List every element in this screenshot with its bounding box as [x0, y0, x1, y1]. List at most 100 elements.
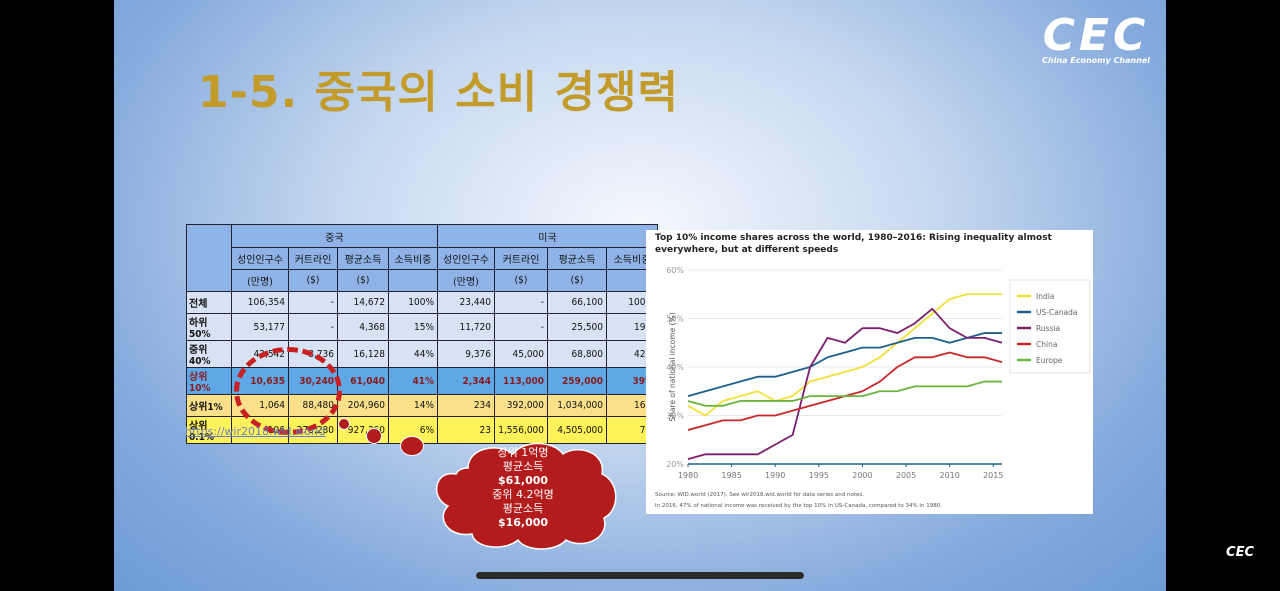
table-cell: 44% [388, 340, 438, 368]
table-cell: 2,344 [437, 367, 495, 395]
legend-label: China [1036, 340, 1057, 349]
x-tick-label: 1990 [765, 471, 785, 480]
x-tick-label: 2015 [983, 471, 1003, 480]
table-cell: 392,000 [494, 394, 548, 417]
table-row: 전체 106,354-14,672 100% 23,440-66,100 100% [186, 291, 658, 314]
table-cell: 45,000 [494, 340, 548, 368]
column-header: 성인인구수 [231, 247, 289, 270]
table-cell: 14% [388, 394, 438, 417]
group-header-china: 중국 [231, 224, 438, 248]
x-tick-label: 1980 [678, 471, 698, 480]
table-cell: 1,034,000 [547, 394, 607, 417]
series-line-us-canada [687, 332, 1002, 397]
highlight-circle [234, 347, 342, 435]
slide-title: 1-5. 중국의 소비 경쟁력 [198, 67, 680, 118]
table-cell: 53,177 [231, 313, 289, 341]
table-cell: 23 [437, 416, 495, 444]
y-tick-label: 40% [666, 363, 684, 372]
y-axis-label: Share of national income (%) [668, 312, 677, 421]
thought-bubble-dot [338, 418, 350, 430]
table-cell: 100% [388, 291, 438, 314]
y-tick-label: 60% [666, 266, 684, 275]
legend-label: Russia [1036, 324, 1060, 333]
callout-line: $16,000 [497, 516, 549, 529]
column-unit: ($) [494, 269, 548, 292]
table-cell: 106,354 [231, 291, 289, 314]
y-tick-label: 50% [666, 315, 684, 324]
row-label: 중위40% [186, 340, 232, 368]
series-line-europe [687, 380, 1002, 407]
table-cell: 4,505,000 [547, 416, 607, 444]
table-cell: - [288, 291, 338, 314]
logo-mark: CEC [1042, 10, 1150, 61]
row-label: 전체 [186, 291, 232, 314]
table-cell: 204,960 [337, 394, 389, 417]
table-cell: - [494, 313, 548, 341]
legend-label: US-Canada [1036, 308, 1078, 317]
column-header: 평균소득 [547, 247, 607, 270]
column-unit: (만명) [437, 269, 495, 292]
legend-label: Europe [1036, 356, 1063, 365]
thought-bubble-dot [366, 428, 382, 444]
column-header: 소득비중 [388, 247, 438, 270]
x-tick-label: 2005 [896, 471, 916, 480]
table-cell: 41% [388, 367, 438, 395]
row-label: 상위0.1% [186, 416, 232, 444]
table-cell: 23,440 [437, 291, 495, 314]
column-header: 성인인구수 [437, 247, 495, 270]
table-cell: 16,128 [337, 340, 389, 368]
table-cell: 259,000 [547, 367, 607, 395]
income-table: 중국 미국 성인인구수 커트라인 평균소득 소득비중 성인인구수 커트라인 평균소득 소득비중… [186, 224, 658, 444]
y-tick-label: 30% [666, 412, 684, 421]
row-label: 하위50% [186, 313, 232, 341]
callout-line: 평균소득 [502, 502, 544, 515]
column-unit [388, 269, 438, 292]
row-label: 상위10% [186, 367, 232, 395]
chart-note: In 2016, 47% of national income was rece… [655, 503, 942, 509]
column-unit: ($) [288, 269, 338, 292]
x-tick-label: 2010 [939, 471, 959, 480]
callout-cloud [435, 442, 617, 550]
y-tick-label: 20% [666, 460, 684, 469]
series-line-china [687, 351, 1003, 431]
thought-bubble-dot [400, 436, 424, 456]
cec-watermark: CEC [1226, 545, 1254, 560]
chart-title: Top 10% income shares across the world, … [655, 233, 1052, 255]
table-cell: 68,800 [547, 340, 607, 368]
wid-link[interactable]: https://wir2018.wid.world [185, 425, 326, 438]
column-unit: ($) [337, 269, 389, 292]
row-label: 상위1% [186, 394, 232, 417]
logo-subtitle: China Economy Channel [1042, 56, 1150, 65]
column-unit [606, 269, 658, 292]
table-cell: 25,500 [547, 313, 607, 341]
slide: 1-5. 중국의 소비 경쟁력 CEC China Economy Channe… [114, 0, 1166, 591]
callout-line: $61,000 [497, 474, 549, 487]
callout-line: 상위 1억명 [497, 446, 549, 459]
legend-label: India [1036, 292, 1054, 301]
x-tick-label: 1995 [809, 471, 829, 480]
column-unit: ($) [547, 269, 607, 292]
table-cell: 15% [388, 313, 438, 341]
x-tick-label: 2000 [852, 471, 872, 480]
column-unit: (만명) [231, 269, 289, 292]
table-cell: 9,376 [437, 340, 495, 368]
table-row: 상위0.1% 106 273,280 927,360 6% 23 1,556,000 4,50… [186, 416, 658, 444]
table-cell: - [288, 313, 338, 341]
table-row: 하위50% 53,177-4,368 15% 11,720-25,500 19% [186, 313, 658, 341]
table-cell: 14,672 [337, 291, 389, 314]
column-header: 커트라인 [494, 247, 548, 270]
column-header: 평균소득 [337, 247, 389, 270]
series-line-india [687, 293, 1002, 417]
table-corner [186, 224, 232, 292]
home-indicator[interactable] [476, 572, 804, 579]
table-cell: 4,368 [337, 313, 389, 341]
column-header: 커트라인 [288, 247, 338, 270]
callout-line: 중위 4.2억명 [492, 488, 554, 501]
x-tick-label: 1985 [721, 471, 741, 480]
callout-line: 평균소득 [502, 460, 544, 473]
group-header-usa: 미국 [437, 224, 658, 248]
series-line-russia [687, 307, 1003, 461]
table-cell: 61,040 [337, 367, 389, 395]
cec-logo: CEC China Economy Channel [1042, 10, 1150, 66]
table-cell: 113,000 [494, 367, 548, 395]
